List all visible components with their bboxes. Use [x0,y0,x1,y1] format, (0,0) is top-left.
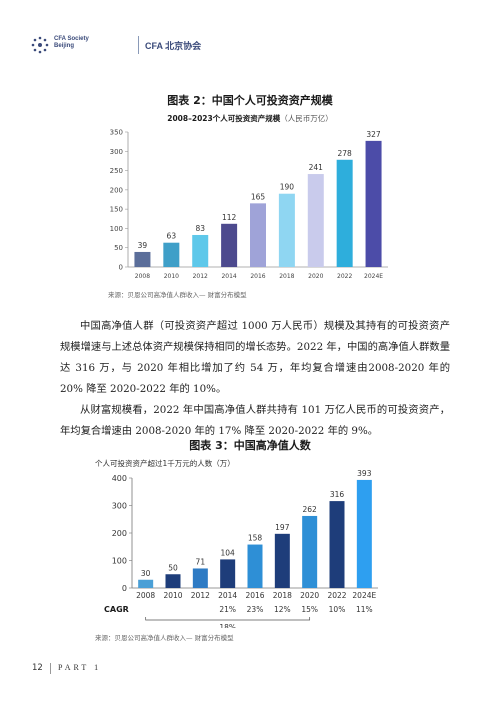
data-label: 327 [366,130,381,139]
bar [138,579,154,588]
data-label: 165 [251,192,266,201]
y-tick-label: 150 [110,206,123,214]
bar [192,568,208,588]
y-tick-label: 200 [112,529,127,538]
y-tick-label: 400 [112,474,127,483]
x-tick-label: 2024E [352,591,376,600]
x-tick-label: 2018 [279,273,294,280]
data-label: 197 [275,523,290,532]
x-tick-label: 2018 [273,591,292,600]
bar [221,223,238,267]
cagr-value: 12% [274,605,291,614]
cagr-value: 21% [219,605,236,614]
y-tick-label: 0 [119,264,123,272]
data-label: 104 [221,548,236,557]
data-label: 50 [168,563,178,572]
y-tick-label: 50 [114,244,123,252]
logo-text: CFA Society Beijing [54,36,89,49]
bar [336,159,353,267]
y-tick-label: 300 [112,502,127,511]
org-name: CFA 北京协会 [145,41,202,51]
data-label: 63 [167,232,177,241]
chart-hnw-population: 0 100 200 300 400 30 2008 50 2010 71 2012 104 2014 21… [104,469,378,628]
x-tick-label: 2024E [364,273,383,280]
bar [365,140,382,267]
figure2-unit: （人民币万亿） [280,114,333,123]
y-tick-label: 100 [110,225,123,233]
cagr-value: 10% [329,605,346,614]
bar [220,559,236,588]
data-label: 39 [138,241,148,250]
figure2-source: 来源：贝恩公司高净值人群收入— 财富分布模型 [108,291,247,299]
figure2-title: 图表 2：中国个人可投资资产规模 [167,94,333,107]
page-header: CFA Society Beijing CFA 北京协会 [30,33,470,59]
bar [134,251,151,267]
y-tick-label: 200 [110,186,123,194]
footer-divider [50,663,51,674]
bar [163,242,180,267]
paragraph-2: 从财富规模看，2022 年中国高净值人群共持有 101 万亿人民币的可投资资产，… [60,404,450,437]
x-tick-label: 2016 [245,591,264,600]
figure2-subtitle: 2008–2023个人可投资资产规模（人民币万亿） [0,113,500,124]
x-tick-label: 2020 [300,591,319,600]
cagr-value: 23% [247,605,264,614]
figure3-title: 图表 3：中国高净值人数 [189,439,311,452]
bar [278,193,295,267]
x-tick-label: 2012 [191,591,210,600]
header-divider [138,36,139,54]
x-tick-label: 2008 [136,591,155,600]
x-tick-label: 2016 [250,273,265,280]
bar [250,203,266,267]
bar [274,533,290,588]
cagr-value: 11% [356,605,373,614]
x-tick-label: 2020 [308,273,323,280]
x-tick-label: 2014 [218,591,237,600]
page-number: 12 [32,663,43,673]
y-tick-label: 350 [110,129,123,137]
data-label: 158 [248,534,263,543]
data-label: 393 [357,469,372,478]
data-label: 316 [330,490,345,499]
cfa-logo-icon [31,36,49,54]
figure3-source: 来源：贝恩公司高净值人群收入— 财富分布模型 [95,634,234,642]
data-label: 262 [303,505,318,514]
cagr-value: 15% [301,605,318,614]
x-tick-label: 2010 [164,273,179,280]
data-label: 241 [309,163,324,172]
data-label: 112 [222,213,237,222]
y-tick-label: 300 [110,148,123,156]
figure2-subtitle-text: 2008–2023个人可投资资产规模 [167,114,281,123]
bar [247,544,263,588]
part-label: PART 1 [58,663,102,672]
bar [192,234,209,267]
data-label: 190 [280,183,295,192]
x-tick-label: 2022 [337,273,352,280]
x-tick-label: 2022 [327,591,346,600]
data-label: 278 [338,149,353,158]
body-text: 中国高净值人群（可投资资产超过 1000 万人民币）规模及其持有的可投资资产规模… [60,316,450,442]
y-tick-label: 0 [122,584,127,593]
data-label: 71 [196,557,206,566]
bar [329,501,345,588]
x-tick-label: 2008 [135,273,150,280]
cagr-bracket [145,617,311,621]
data-label: 30 [141,569,151,578]
y-tick-label: 250 [110,167,123,175]
x-tick-label: 2012 [193,273,208,280]
y-tick-label: 100 [112,557,127,566]
bar [302,515,318,588]
x-tick-label: 2014 [221,273,236,280]
x-tick-label: 2010 [163,591,182,600]
bar [307,174,324,267]
data-label: 83 [195,224,205,233]
cagr-overall: 18% [219,623,236,628]
bar [356,479,372,588]
paragraph-1: 中国高净值人群（可投资资产超过 1000 万人民币）规模及其持有的可投资资产规模… [60,320,450,395]
cagr-label: CAGR [104,605,129,614]
figure3-subtitle: 个人可投资资产超过1千万元的人数（万） [95,459,235,468]
chart-investable-assets: 0 50 100 150 200 250 300 350 39 2008 63 2010 83 2012 1… [110,129,388,280]
bar [165,574,181,588]
